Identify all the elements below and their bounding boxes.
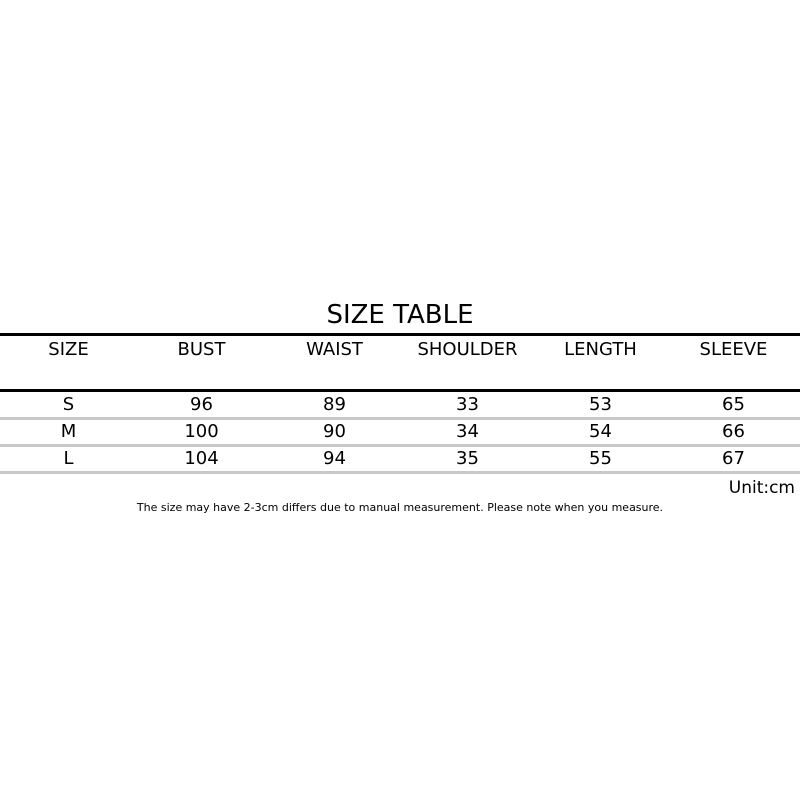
table-cell: 96 [190, 394, 213, 415]
table-cell: 34 [456, 421, 479, 442]
header-row: SIZE BUST WAIST SHOULDER LENGTH SLEEVE [0, 338, 800, 362]
divider [0, 389, 800, 392]
table-cell: 35 [456, 448, 479, 469]
divider [0, 444, 800, 447]
table-cell: 53 [589, 394, 612, 415]
table-cell: 67 [722, 448, 745, 469]
header-cell: BUST [177, 339, 226, 360]
table-cell: 65 [722, 394, 745, 415]
header-cell: SLEEVE [699, 339, 768, 360]
header-cell: LENGTH [564, 339, 637, 360]
table-cell: 55 [589, 448, 612, 469]
table-cell: 100 [184, 421, 219, 442]
header-cell: WAIST [306, 339, 363, 360]
table-cell: M [60, 421, 77, 442]
table-cell: 54 [589, 421, 612, 442]
table-cell: 104 [184, 448, 219, 469]
table-row: S 96 89 33 53 65 [0, 393, 800, 417]
divider [0, 333, 800, 336]
table-title: SIZE TABLE [326, 300, 474, 330]
divider [0, 417, 800, 420]
table-cell: L [63, 448, 74, 469]
table-cell: 33 [456, 394, 479, 415]
table-cell: S [62, 394, 75, 415]
header-cell: SIZE [48, 339, 89, 360]
unit-label: Unit:cm [728, 478, 795, 498]
table-cell: 66 [722, 421, 745, 442]
header-cell: SHOULDER [417, 339, 518, 360]
table-cell: 90 [323, 421, 346, 442]
table-row: M 100 90 34 54 66 [0, 420, 800, 444]
measurement-note: The size may have 2-3cm differs due to m… [136, 501, 664, 514]
table-cell: 89 [323, 394, 346, 415]
table-row: L 104 94 35 55 67 [0, 447, 800, 471]
divider [0, 471, 800, 474]
table-cell: 94 [323, 448, 346, 469]
